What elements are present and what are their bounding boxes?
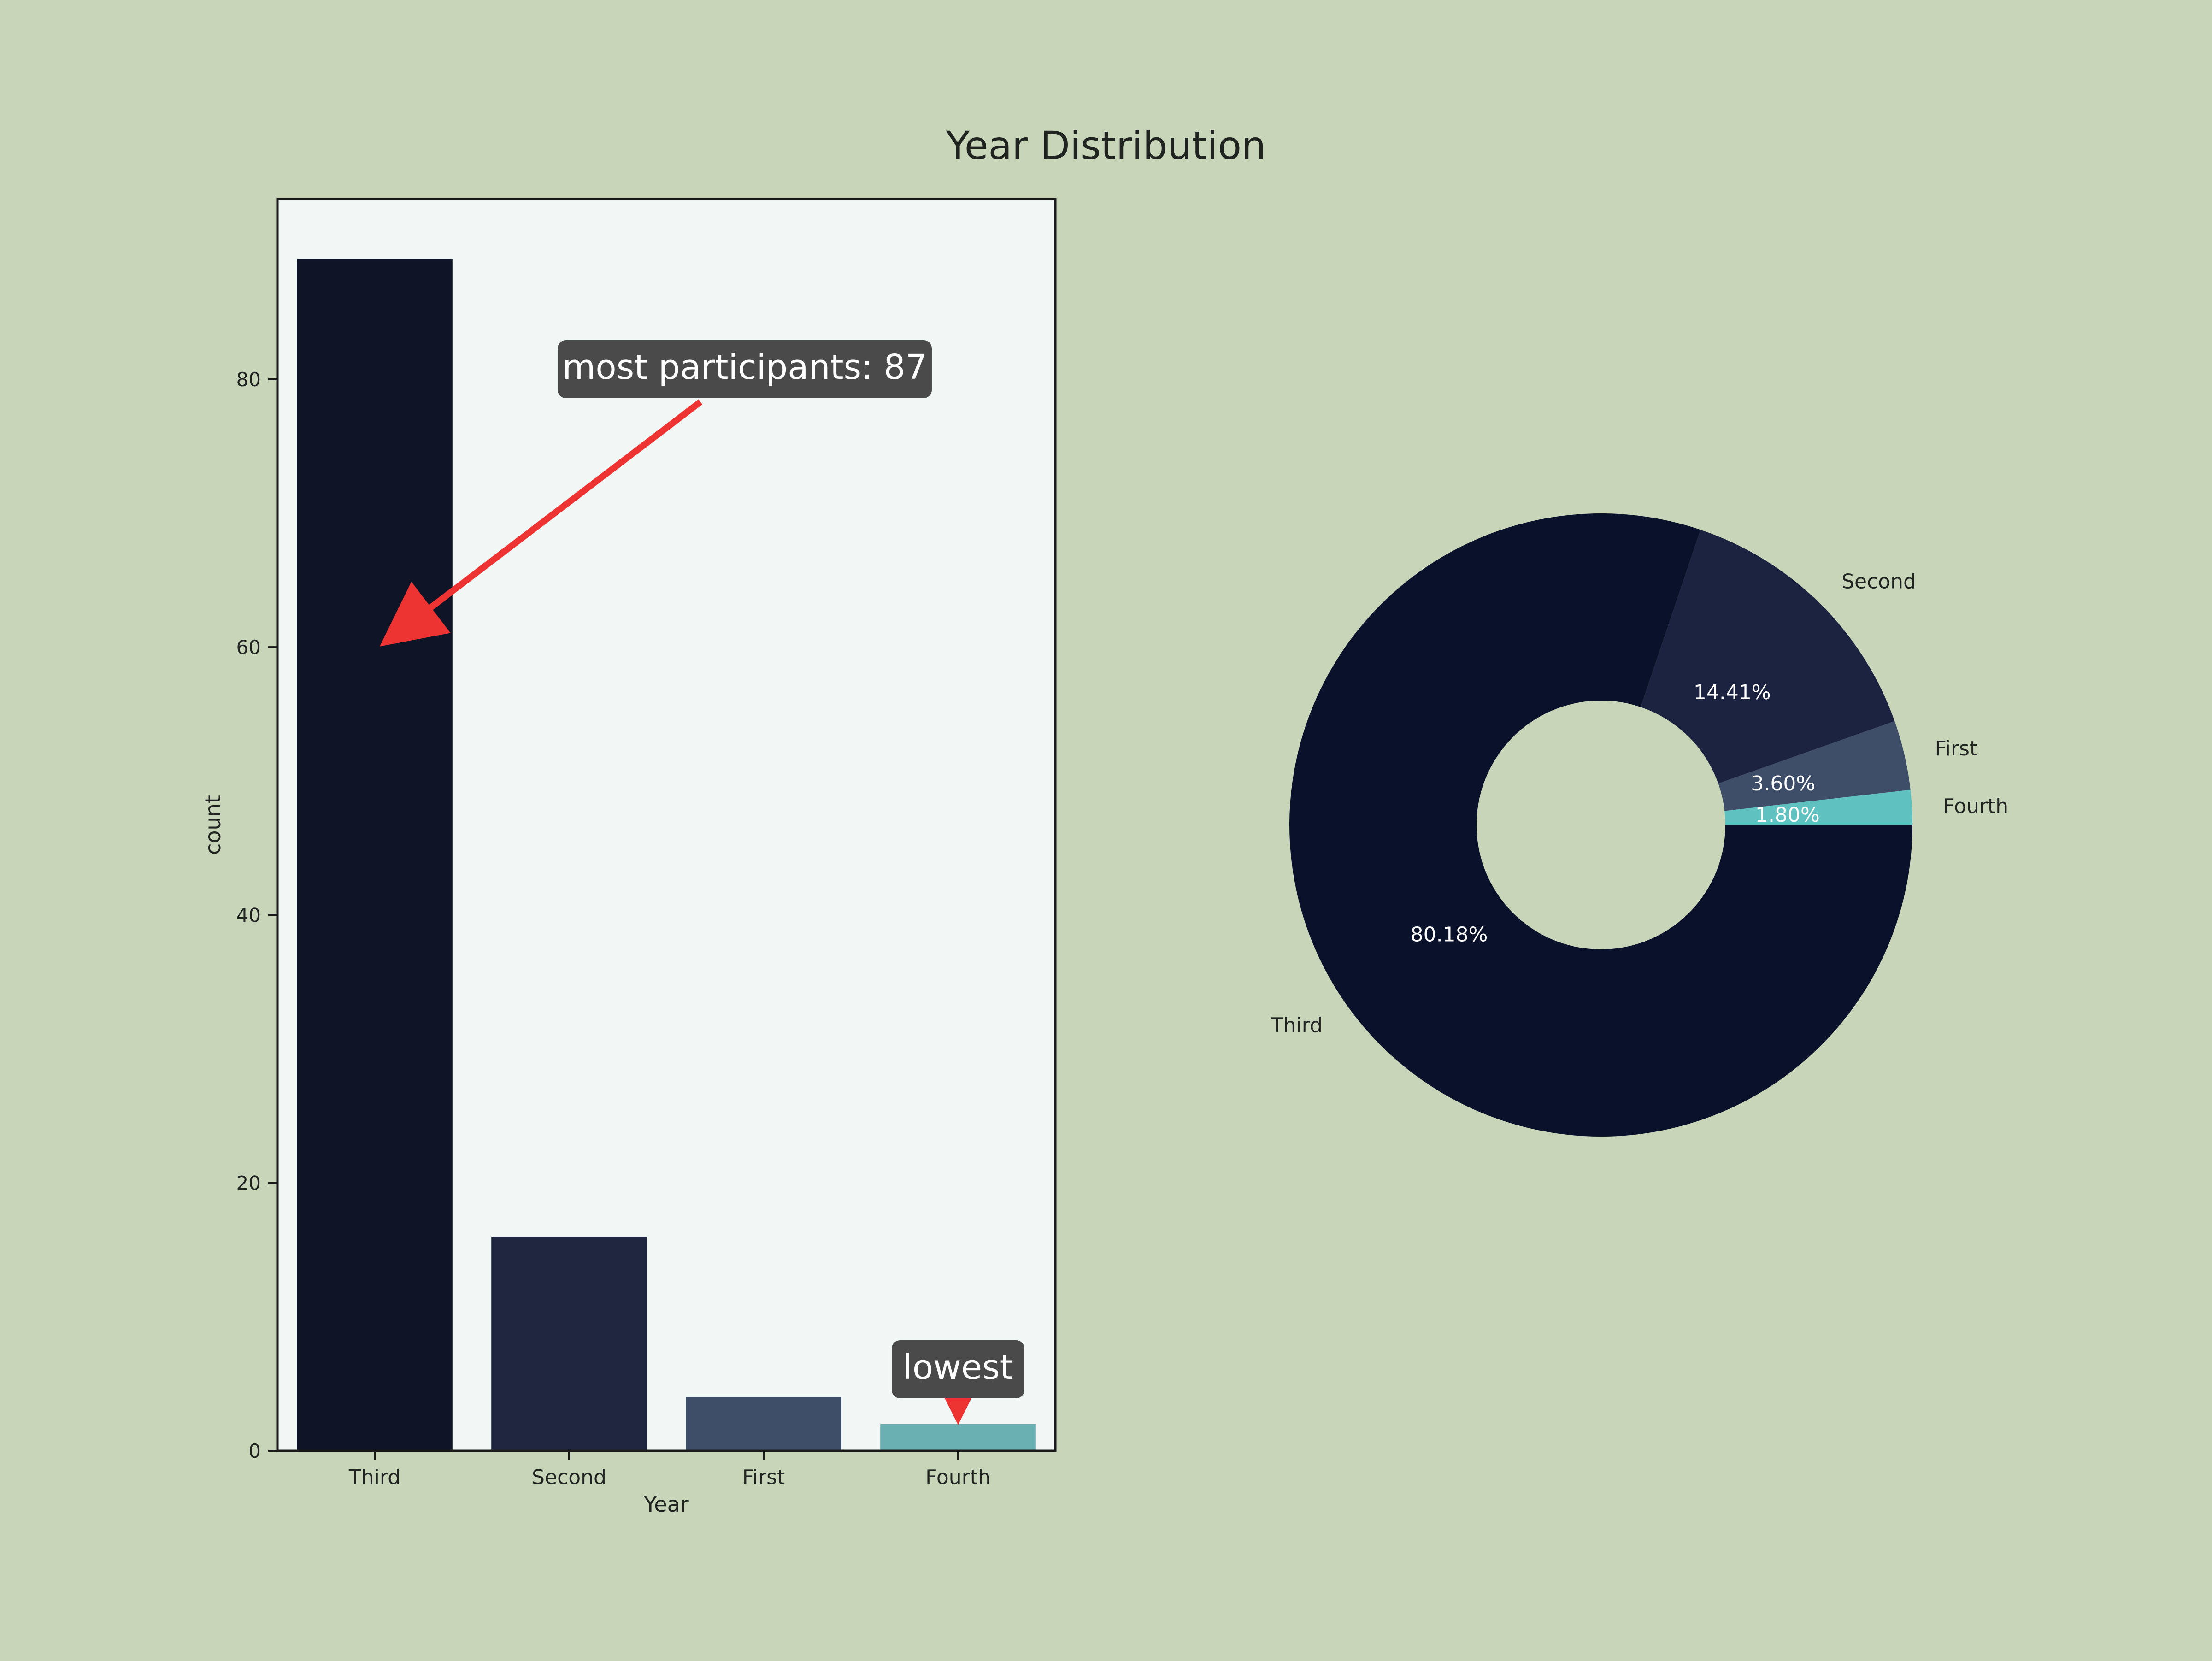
x-tick-label: Second xyxy=(532,1466,606,1489)
x-tick-label: Third xyxy=(348,1466,400,1489)
x-axis-label: Year xyxy=(643,1492,688,1517)
donut-chart: Fourth 1.80% First 3.60% Second 14.41% Third 80… xyxy=(1271,513,2008,1137)
bar-annotations: most participants: 87 lowest xyxy=(379,340,1024,1425)
annotation-box xyxy=(558,340,932,398)
donut-category-label: Third xyxy=(1271,1014,1323,1037)
donut-percent-label: 1.80% xyxy=(1755,803,1820,827)
bar-third xyxy=(297,259,453,1451)
donut-labels: Fourth 1.80% First 3.60% Second 14.41% Third 80… xyxy=(1271,570,2008,1037)
x-tick-label: First xyxy=(742,1466,785,1489)
donut-category-label: Fourth xyxy=(1943,795,2008,818)
bar-plot-frame xyxy=(276,198,1057,1452)
y-tick-label: 0 xyxy=(248,1440,261,1462)
bar-first xyxy=(686,1397,841,1451)
donut-slice-first xyxy=(1718,721,1911,811)
annotation-most-participants: most participants: 87 xyxy=(562,348,927,387)
annotation-box xyxy=(892,1340,1024,1398)
donut-category-label: Second xyxy=(1841,570,1916,593)
donut-percent-label: 3.60% xyxy=(1751,772,1815,795)
bar-chart: 0 20 40 60 80 Third Second First Fourth Year co… xyxy=(200,198,1057,1517)
x-axis: Third Second First Fourth xyxy=(348,1451,991,1489)
bar-second xyxy=(491,1236,647,1451)
annotation-lowest: lowest xyxy=(903,1348,1013,1387)
y-tick-label: 80 xyxy=(236,368,261,391)
donut-slice-fourth xyxy=(1724,789,1912,825)
y-tick-label: 20 xyxy=(236,1172,261,1195)
annotation-arrow xyxy=(379,399,703,647)
y-axis: 0 20 40 60 80 xyxy=(236,368,277,1462)
bar-marks xyxy=(297,259,1036,1451)
donut-slices xyxy=(1289,513,1912,1137)
figure-title: Year Distribution xyxy=(946,123,1266,168)
x-tick-label: Fourth xyxy=(925,1466,991,1489)
y-axis-label: count xyxy=(200,795,225,855)
bar-fourth xyxy=(880,1424,1036,1451)
y-tick-label: 60 xyxy=(236,636,261,659)
donut-slice-second xyxy=(1641,530,1895,784)
donut-category-label: First xyxy=(1935,737,1978,760)
donut-percent-label: 14.41% xyxy=(1694,681,1771,704)
y-tick-label: 40 xyxy=(236,904,261,926)
donut-slice-third xyxy=(1289,513,1912,1137)
donut-percent-label: 80.18% xyxy=(1411,923,1488,947)
